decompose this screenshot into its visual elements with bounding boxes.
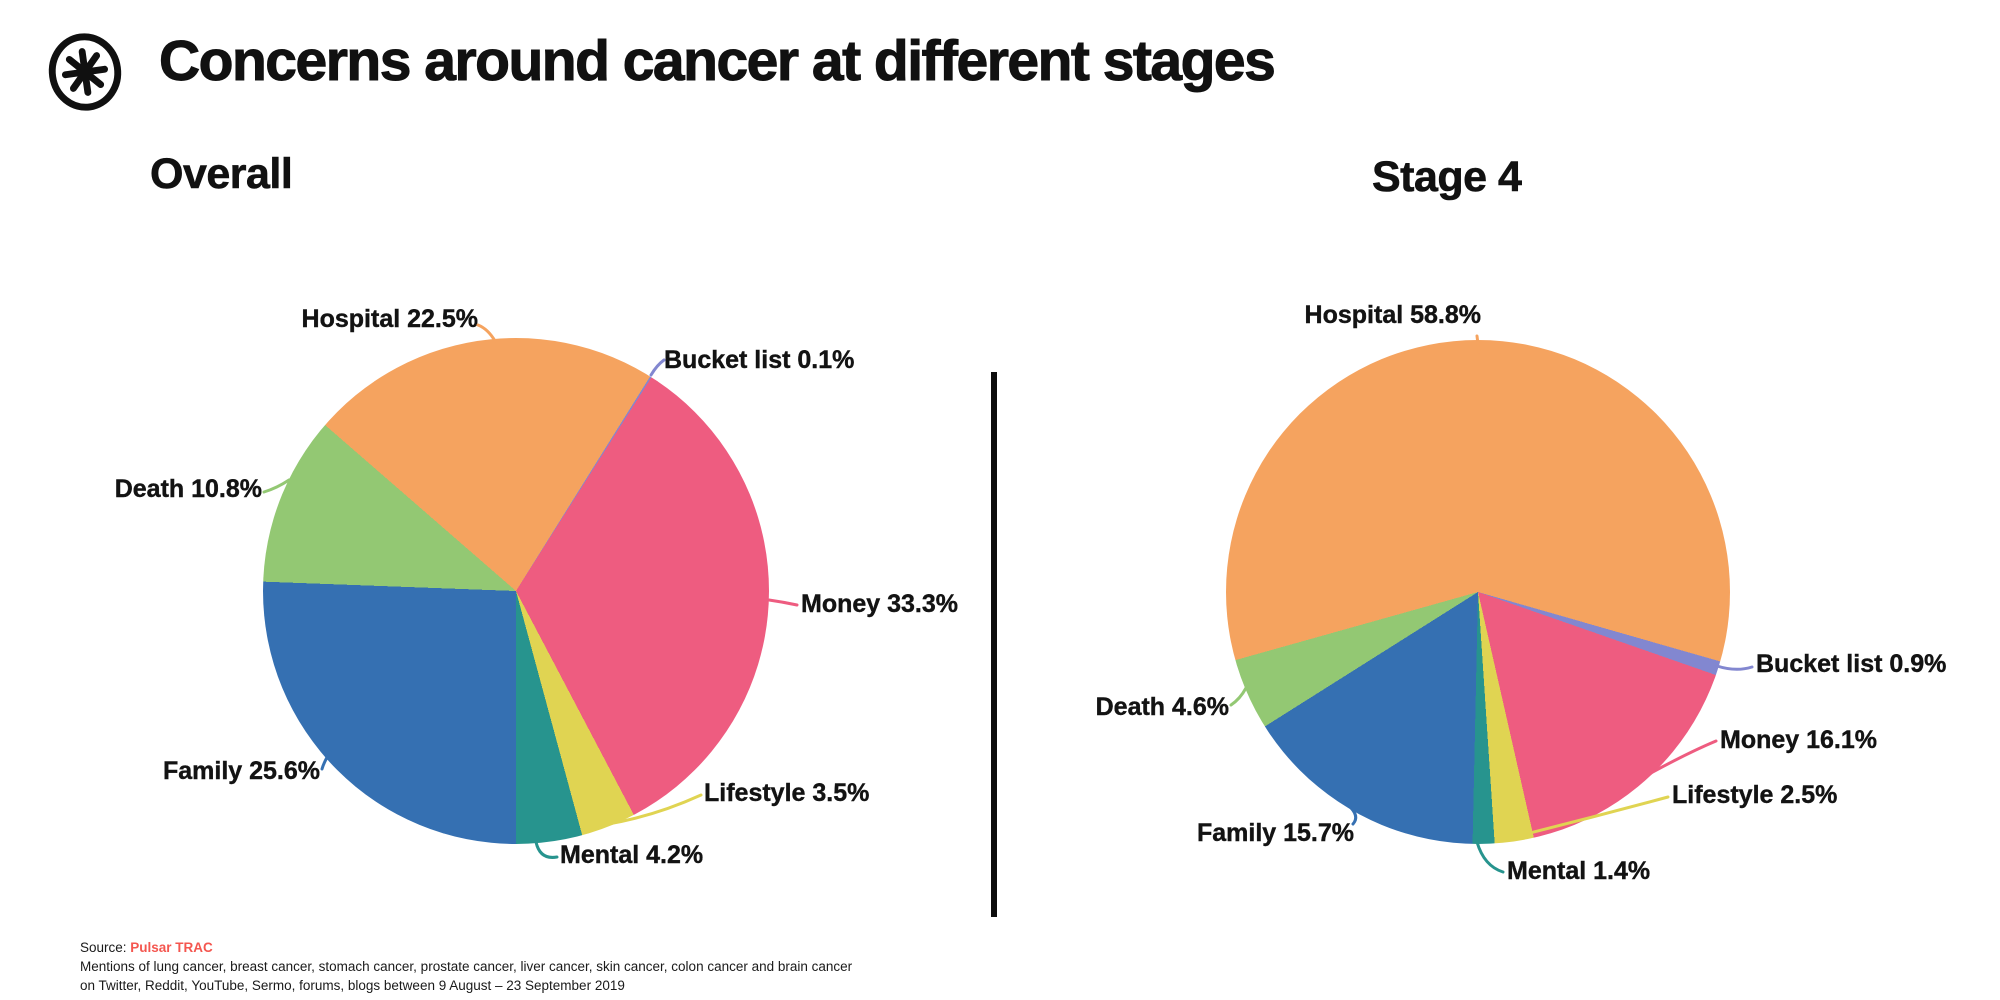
slice-label-overall-death: Death 10.8% — [114, 475, 263, 503]
leader-line-overall-money — [767, 598, 799, 607]
slice-label-overall-bucket-list: Bucket list 0.1% — [664, 346, 855, 374]
leader-line-stage-4-mental — [1475, 840, 1505, 874]
slice-label-stage-4-mental: Mental 1.4% — [1507, 857, 1651, 885]
leader-line-stage-4-bucket-list — [1715, 664, 1754, 671]
chart-title-stage-4: Stage 4 — [1372, 153, 1523, 202]
pie-stage-4 — [1226, 340, 1730, 844]
footnote-line-2: on Twitter, Reddit, YouTube, Sermo, foru… — [80, 978, 625, 993]
pulsar-logo-icon — [42, 26, 128, 118]
footer: Source: Pulsar TRAC Mentions of lung can… — [80, 938, 852, 995]
divider-line — [991, 372, 997, 917]
slice-label-stage-4-family: Family 15.7% — [1196, 819, 1354, 847]
leader-line-overall-bucket-list — [649, 358, 666, 377]
slice-label-overall-mental: Mental 4.2% — [560, 841, 704, 869]
slice-label-stage-4-hospital: Hospital 58.8% — [1304, 301, 1481, 329]
pie-overall — [263, 338, 769, 844]
slice-label-stage-4-death: Death 4.6% — [1095, 693, 1229, 721]
slice-label-overall-family: Family 25.6% — [162, 757, 320, 785]
slice-label-overall-hospital: Hospital 22.5% — [301, 305, 478, 333]
page-title: Concerns around cancer at different stag… — [158, 29, 1276, 94]
slice-label-stage-4-lifestyle: Lifestyle 2.5% — [1672, 781, 1838, 809]
slice-label-overall-lifestyle: Lifestyle 3.5% — [704, 779, 870, 807]
leader-line-overall-mental — [534, 840, 559, 859]
leader-line-stage-4-death — [1229, 686, 1248, 707]
chart-title-overall: Overall — [150, 150, 293, 199]
slice-label-stage-4-bucket-list: Bucket list 0.9% — [1756, 650, 1947, 678]
slice-label-overall-money: Money 33.3% — [801, 590, 959, 618]
slice-label-stage-4-money: Money 16.1% — [1720, 726, 1878, 754]
source-label: Source: — [80, 940, 131, 955]
footnote-line-1: Mentions of lung cancer, breast cancer, … — [80, 959, 853, 974]
source-line: Source: Pulsar TRAC — [80, 938, 852, 957]
source-link[interactable]: Pulsar TRAC — [130, 940, 213, 955]
